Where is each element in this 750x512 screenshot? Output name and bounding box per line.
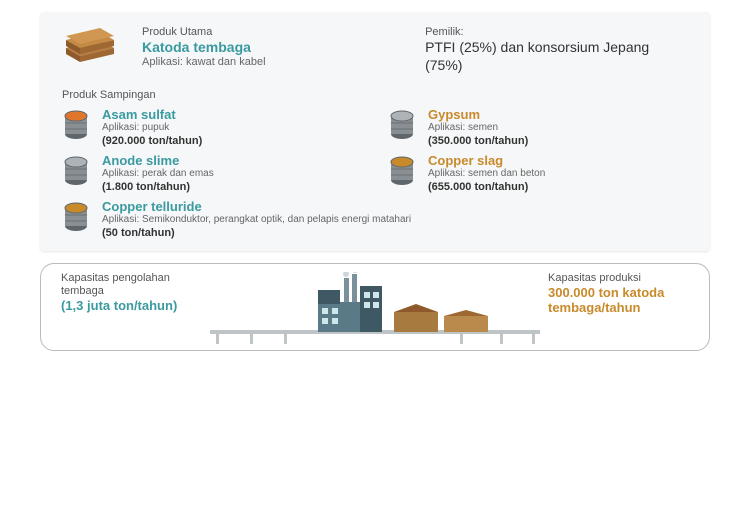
copper-cathode-icon bbox=[62, 26, 118, 75]
byproduct-item: Copper telluride Aplikasi: Semikonduktor… bbox=[62, 199, 688, 239]
byproduct-name: Copper slag bbox=[428, 153, 545, 168]
byproduct-application: Aplikasi: perak dan emas bbox=[102, 168, 214, 180]
byproduct-application: Aplikasi: semen dan beton bbox=[428, 168, 545, 180]
byproduct-capacity: (350.000 ton/tahun) bbox=[428, 135, 528, 147]
byproduct-text: Gypsum Aplikasi: semen (350.000 ton/tahu… bbox=[428, 107, 528, 147]
byproduct-application: Aplikasi: Semikonduktor, perangkat optik… bbox=[102, 214, 411, 226]
byproduct-capacity: (50 ton/tahun) bbox=[102, 227, 411, 239]
owner-label: Pemilik: bbox=[425, 26, 688, 38]
processing-capacity: Kapasitas pengolahan tembaga (1,3 juta t… bbox=[61, 272, 202, 313]
byproducts-grid: Asam sulfat Aplikasi: pupuk (920.000 ton… bbox=[62, 107, 688, 239]
byproduct-text: Copper telluride Aplikasi: Semikonduktor… bbox=[102, 199, 411, 239]
barrel-icon bbox=[62, 153, 92, 192]
byproduct-application: Aplikasi: semen bbox=[428, 122, 528, 134]
byproduct-name: Anode slime bbox=[102, 153, 214, 168]
barrel-icon bbox=[62, 199, 92, 238]
byproduct-item: Asam sulfat Aplikasi: pupuk (920.000 ton… bbox=[62, 107, 362, 147]
processing-capacity-label: Kapasitas pengolahan tembaga bbox=[61, 272, 202, 298]
byproduct-name: Gypsum bbox=[428, 107, 528, 122]
main-product-title: Katoda tembaga bbox=[142, 39, 401, 55]
byproduct-name: Asam sulfat bbox=[102, 107, 202, 122]
owner-block: Pemilik: PTFI (25%) dan konsorsium Jepan… bbox=[425, 26, 688, 75]
main-product-label: Produk Utama bbox=[142, 26, 401, 38]
factory-panel: Kapasitas pengolahan tembaga (1,3 juta t… bbox=[40, 263, 710, 351]
byproduct-item: Copper slag Aplikasi: semen dan beton (6… bbox=[388, 153, 688, 193]
production-capacity-label: Kapasitas produksi bbox=[548, 272, 689, 285]
info-card: Produk Utama Katoda tembaga Aplikasi: ka… bbox=[40, 12, 710, 251]
main-product-application: Aplikasi: kawat dan kabel bbox=[142, 56, 401, 68]
byproduct-capacity: (655.000 ton/tahun) bbox=[428, 181, 545, 193]
processing-capacity-value: (1,3 juta ton/tahun) bbox=[61, 298, 202, 313]
owner-text: PTFI (25%) dan konsorsium Jepang (75%) bbox=[425, 38, 688, 74]
byproduct-capacity: (1.800 ton/tahun) bbox=[102, 181, 214, 193]
byproduct-name: Copper telluride bbox=[102, 199, 411, 214]
byproducts-label: Produk Sampingan bbox=[62, 89, 688, 101]
byproduct-text: Copper slag Aplikasi: semen dan beton (6… bbox=[428, 153, 545, 193]
main-product: Produk Utama Katoda tembaga Aplikasi: ka… bbox=[142, 26, 401, 75]
byproduct-item: Gypsum Aplikasi: semen (350.000 ton/tahu… bbox=[388, 107, 688, 147]
top-section: Produk Utama Katoda tembaga Aplikasi: ka… bbox=[62, 26, 688, 75]
barrel-icon bbox=[388, 153, 418, 192]
barrel-icon bbox=[62, 107, 92, 146]
byproduct-item: Anode slime Aplikasi: perak dan emas (1.… bbox=[62, 153, 362, 193]
byproduct-text: Asam sulfat Aplikasi: pupuk (920.000 ton… bbox=[102, 107, 202, 147]
production-capacity-value: 300.000 ton katoda tembaga/tahun bbox=[548, 285, 689, 315]
byproduct-capacity: (920.000 ton/tahun) bbox=[102, 135, 202, 147]
byproduct-text: Anode slime Aplikasi: perak dan emas (1.… bbox=[102, 153, 214, 193]
barrel-icon bbox=[388, 107, 418, 146]
byproduct-application: Aplikasi: pupuk bbox=[102, 122, 202, 134]
production-capacity: Kapasitas produksi 300.000 ton katoda te… bbox=[548, 272, 689, 315]
factory-icon bbox=[210, 272, 540, 346]
